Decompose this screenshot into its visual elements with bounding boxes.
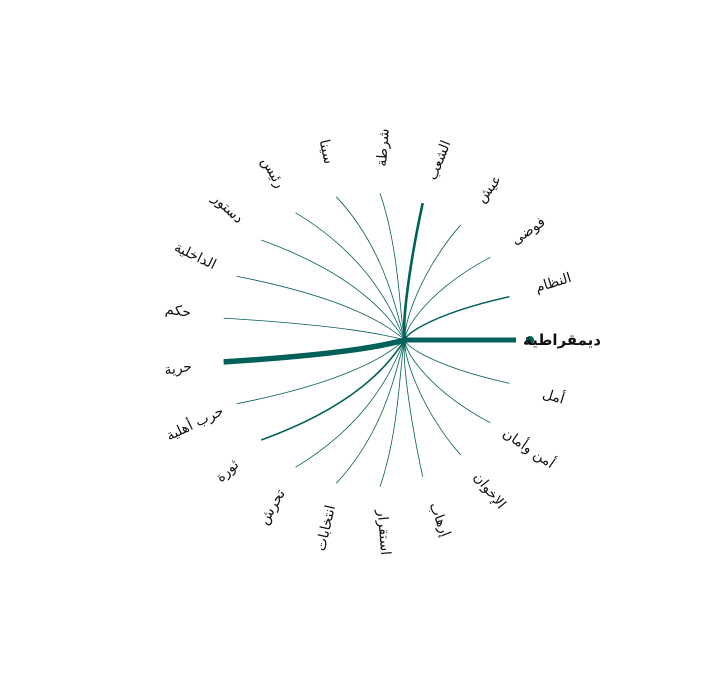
word-label: النظام xyxy=(533,270,573,296)
edge-12 xyxy=(223,317,408,341)
center-word-label: ديمقراطية xyxy=(523,331,601,349)
edges-group xyxy=(223,193,534,487)
word-label: الشعب xyxy=(425,138,455,182)
edge-17 xyxy=(379,193,408,341)
edge-2 xyxy=(405,339,510,384)
word-label: الإخوان xyxy=(470,470,509,513)
edge-11 xyxy=(223,337,408,365)
word-label: انتخابات xyxy=(313,504,339,553)
edge-19 xyxy=(404,224,461,341)
word-label: سينا xyxy=(316,138,337,165)
word-label: فوضى xyxy=(508,214,548,248)
edge-14 xyxy=(261,239,408,341)
word-label: إرهاب xyxy=(426,500,454,539)
edge-10 xyxy=(236,339,408,405)
word-label: استقرار xyxy=(374,508,393,555)
edge-3 xyxy=(405,339,491,424)
word-label: حرب أهلية xyxy=(163,401,226,444)
word-label: دستور xyxy=(208,190,246,227)
word-label: حرية xyxy=(163,359,193,379)
edge-21 xyxy=(404,295,510,341)
edge-4 xyxy=(404,339,461,456)
word-label: عيش xyxy=(474,172,505,206)
edge-13 xyxy=(236,275,408,341)
highlight-dot xyxy=(526,336,534,344)
word-label: أمل xyxy=(541,384,567,408)
word-label: شرطة xyxy=(374,128,393,167)
word-label: رئيس xyxy=(257,155,287,191)
edge-6 xyxy=(379,339,408,487)
word-label: ثورة xyxy=(213,457,242,486)
word-label: حكم xyxy=(164,301,192,321)
word-label: الداخلية xyxy=(172,239,219,273)
word-label: أمن وأمان xyxy=(499,424,558,472)
word-label: تحرش xyxy=(256,487,289,528)
